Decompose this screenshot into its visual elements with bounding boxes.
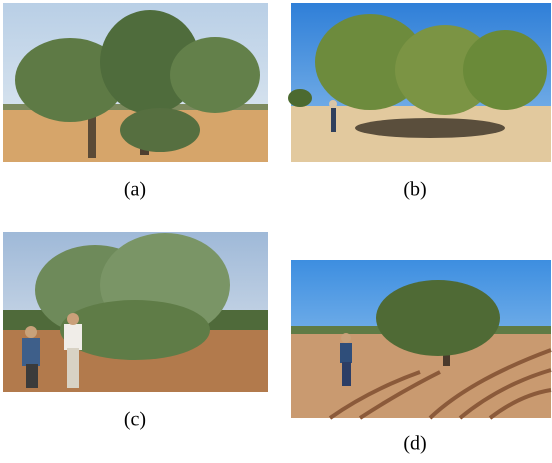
person [26, 364, 38, 388]
person [64, 324, 82, 350]
furrows [328, 348, 552, 420]
person [342, 362, 351, 386]
person-head [67, 313, 79, 325]
person-head [329, 100, 337, 108]
tree-canopy [60, 300, 210, 360]
tree-canopy [463, 30, 547, 110]
panel-label: (c) [124, 409, 146, 431]
tree-canopy [395, 25, 495, 115]
photo-c [3, 232, 268, 392]
trunk [88, 110, 96, 158]
panel-label: (b) [403, 179, 426, 201]
photo-a [3, 3, 268, 162]
person-head [25, 326, 37, 338]
panel-label: (a) [124, 179, 146, 201]
person [67, 348, 79, 388]
person [340, 343, 352, 363]
photo-b [288, 3, 551, 162]
tree-canopy [376, 280, 500, 356]
tree-canopy [315, 14, 425, 110]
distant-tree [288, 89, 312, 107]
tree-canopy [15, 38, 125, 122]
panel-label: (d) [403, 433, 426, 455]
tree-canopy [120, 108, 200, 152]
person [331, 108, 336, 132]
person [22, 338, 40, 366]
photo-d [291, 260, 552, 420]
shadow [355, 118, 505, 138]
person-head [341, 333, 351, 343]
tree-canopy [170, 37, 260, 113]
